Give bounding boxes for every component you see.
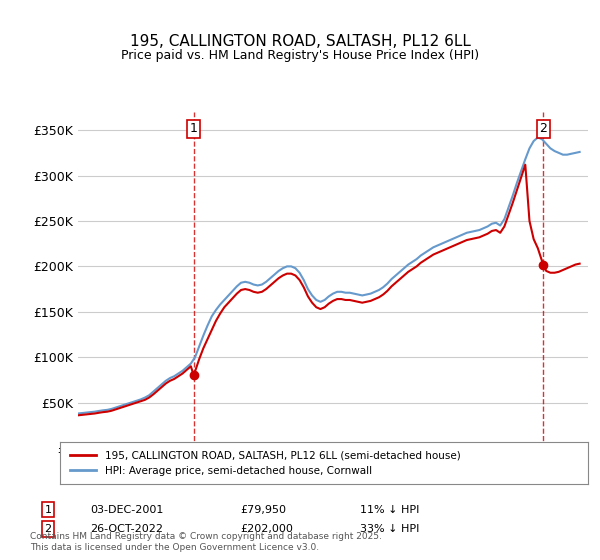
Text: 1: 1 [190,122,197,135]
Text: £202,000: £202,000 [240,524,293,534]
Text: Contains HM Land Registry data © Crown copyright and database right 2025.
This d: Contains HM Land Registry data © Crown c… [30,532,382,552]
Text: 2: 2 [44,524,52,534]
Text: 26-OCT-2022: 26-OCT-2022 [90,524,163,534]
Legend: 195, CALLINGTON ROAD, SALTASH, PL12 6LL (semi-detached house), HPI: Average pric: 195, CALLINGTON ROAD, SALTASH, PL12 6LL … [65,445,466,482]
Text: Price paid vs. HM Land Registry's House Price Index (HPI): Price paid vs. HM Land Registry's House … [121,49,479,63]
Text: 03-DEC-2001: 03-DEC-2001 [90,505,163,515]
Text: £79,950: £79,950 [240,505,286,515]
Text: 2: 2 [539,122,547,135]
Text: 1: 1 [44,505,52,515]
Text: 33% ↓ HPI: 33% ↓ HPI [360,524,419,534]
Text: 11% ↓ HPI: 11% ↓ HPI [360,505,419,515]
Text: 195, CALLINGTON ROAD, SALTASH, PL12 6LL: 195, CALLINGTON ROAD, SALTASH, PL12 6LL [130,35,470,49]
